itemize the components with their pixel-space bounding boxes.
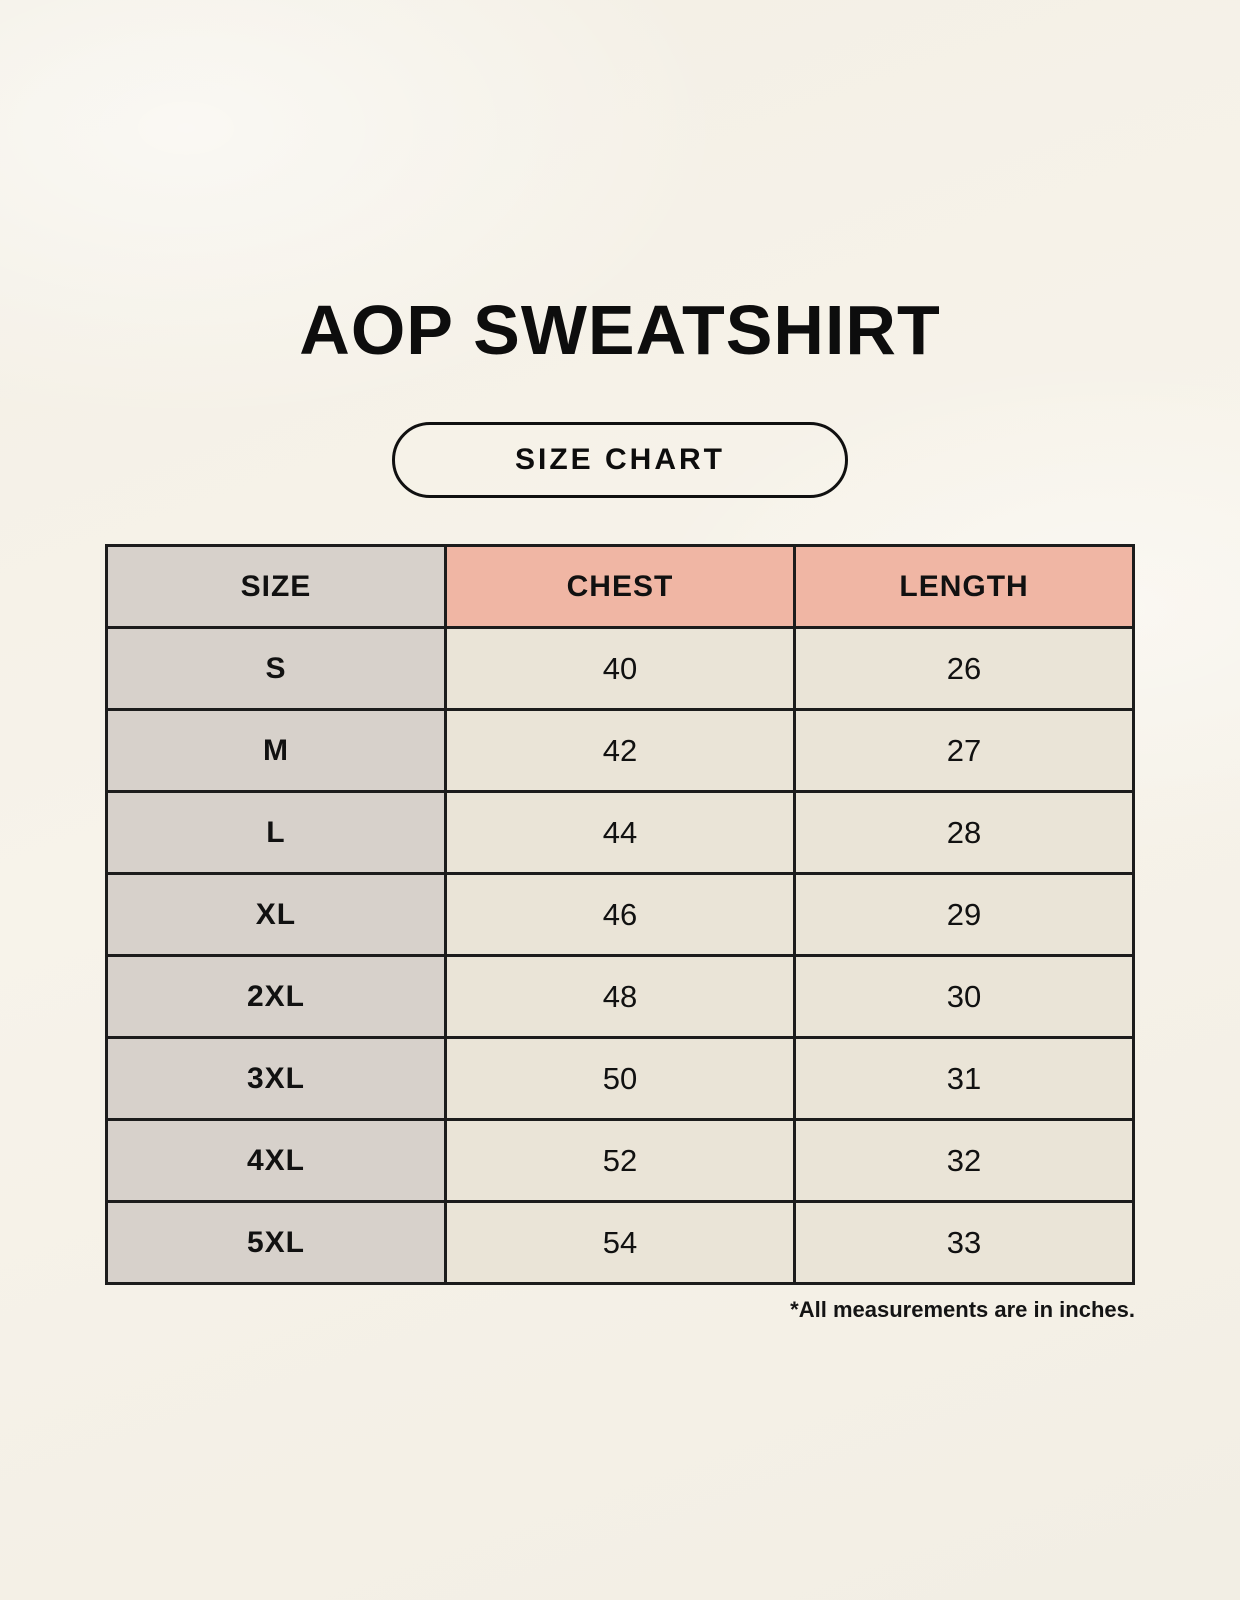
chest-cell: 54 <box>443 1200 797 1285</box>
size-cell: L <box>105 790 447 875</box>
column-header-length: LENGTH <box>793 544 1135 629</box>
length-cell: 29 <box>793 872 1135 957</box>
length-cell: 26 <box>793 626 1135 711</box>
chest-cell: 48 <box>443 954 797 1039</box>
page-title: AOP SWEATSHIRT <box>299 291 941 369</box>
chest-cell: 40 <box>443 626 797 711</box>
table-row: L 44 28 <box>105 790 1135 875</box>
length-cell: 32 <box>793 1118 1135 1203</box>
chest-cell: 44 <box>443 790 797 875</box>
size-cell: S <box>105 626 447 711</box>
column-header-chest: CHEST <box>443 544 797 629</box>
chest-cell: 46 <box>443 872 797 957</box>
chest-cell: 50 <box>443 1036 797 1121</box>
size-cell: XL <box>105 872 447 957</box>
size-chart-badge-label: SIZE CHART <box>515 443 725 476</box>
table-row: 5XL 54 33 <box>105 1200 1135 1285</box>
table-row: M 42 27 <box>105 708 1135 793</box>
size-cell: M <box>105 708 447 793</box>
column-header-size: SIZE <box>105 544 447 629</box>
table-row: XL 46 29 <box>105 872 1135 957</box>
length-cell: 28 <box>793 790 1135 875</box>
size-chart-badge: SIZE CHART <box>392 422 848 498</box>
table-row: S 40 26 <box>105 626 1135 711</box>
table-header-row: SIZE CHEST LENGTH <box>105 544 1135 629</box>
length-cell: 33 <box>793 1200 1135 1285</box>
chest-cell: 42 <box>443 708 797 793</box>
length-cell: 27 <box>793 708 1135 793</box>
length-cell: 30 <box>793 954 1135 1039</box>
size-cell: 2XL <box>105 954 447 1039</box>
size-cell: 4XL <box>105 1118 447 1203</box>
table-row: 2XL 48 30 <box>105 954 1135 1039</box>
table-row: 4XL 52 32 <box>105 1118 1135 1203</box>
length-cell: 31 <box>793 1036 1135 1121</box>
measurements-footnote: *All measurements are in inches. <box>790 1297 1135 1322</box>
size-cell: 5XL <box>105 1200 447 1285</box>
chest-cell: 52 <box>443 1118 797 1203</box>
size-cell: 3XL <box>105 1036 447 1121</box>
table-row: 3XL 50 31 <box>105 1036 1135 1121</box>
size-chart-table: SIZE CHEST LENGTH S 40 26 M 42 27 L 44 2… <box>105 544 1135 1285</box>
